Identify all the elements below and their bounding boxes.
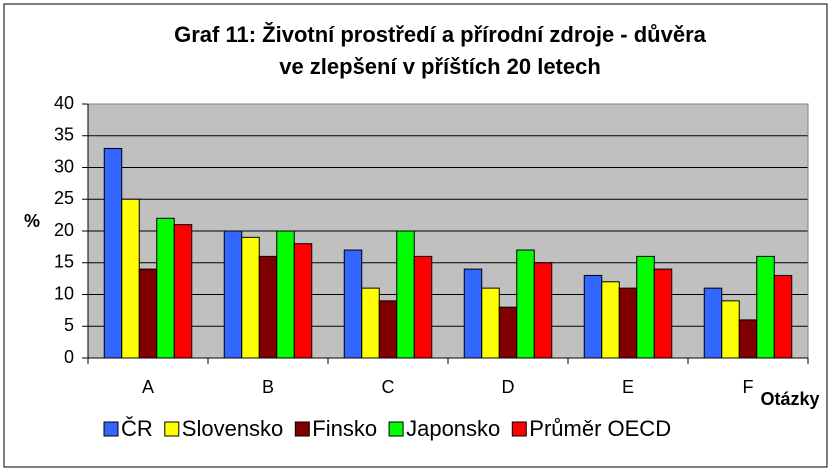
legend-label: Slovensko (182, 416, 284, 441)
bar (601, 281, 620, 359)
chart-title: Graf 11: Životní prostředí a přírodní zd… (174, 22, 707, 47)
y-tick-label: 35 (54, 125, 74, 145)
x-tick-label: B (262, 377, 274, 397)
legend-swatch (294, 421, 310, 437)
y-tick-label: 15 (54, 252, 74, 272)
legend-swatch (388, 421, 404, 437)
bar (738, 319, 758, 359)
legend-label: Japonsko (406, 416, 500, 441)
bar (636, 255, 655, 359)
y-axis-label: % (24, 211, 40, 231)
bar (396, 230, 415, 359)
bar (258, 255, 278, 359)
bar (378, 300, 398, 359)
bar (463, 268, 483, 359)
bar (343, 249, 363, 359)
bar (173, 224, 193, 359)
y-tick-label: 5 (64, 315, 74, 335)
bar (241, 236, 260, 359)
bar (481, 287, 500, 359)
bar (773, 274, 793, 359)
bar (361, 287, 380, 359)
legend-label: Průměr OECD (529, 416, 671, 441)
y-tick-label: 25 (54, 188, 74, 208)
x-tick-label: C (382, 377, 395, 397)
bar (618, 287, 638, 359)
x-tick-label: A (142, 377, 154, 397)
bar (156, 217, 175, 359)
bar (276, 230, 295, 359)
y-tick-label: 30 (54, 156, 74, 176)
chart-title: ve zlepšení v příštích 20 letech (279, 54, 601, 79)
legend-swatch (511, 421, 527, 437)
bar (293, 243, 313, 359)
x-tick-label: E (622, 377, 634, 397)
bar (533, 262, 553, 359)
legend-label: Finsko (312, 416, 377, 441)
legend-swatch (103, 421, 119, 437)
bar (103, 147, 123, 359)
legend-swatch (164, 421, 180, 437)
bar (498, 306, 518, 359)
bar (121, 198, 140, 359)
legend-label: ČR (121, 416, 153, 441)
bar (756, 255, 775, 359)
bar (721, 300, 740, 359)
bar (583, 274, 603, 359)
y-tick-label: 0 (64, 347, 74, 367)
bar (703, 287, 723, 359)
bar (516, 249, 535, 359)
y-tick-label: 10 (54, 283, 74, 303)
bar (653, 268, 673, 359)
bar (138, 268, 158, 359)
x-tick-label: F (743, 377, 754, 397)
x-axis-label: Otázky (760, 389, 819, 409)
x-tick-label: D (502, 377, 515, 397)
y-tick-label: 40 (54, 93, 74, 113)
bar (413, 255, 433, 359)
y-tick-label: 20 (54, 220, 74, 240)
bar (223, 230, 243, 359)
